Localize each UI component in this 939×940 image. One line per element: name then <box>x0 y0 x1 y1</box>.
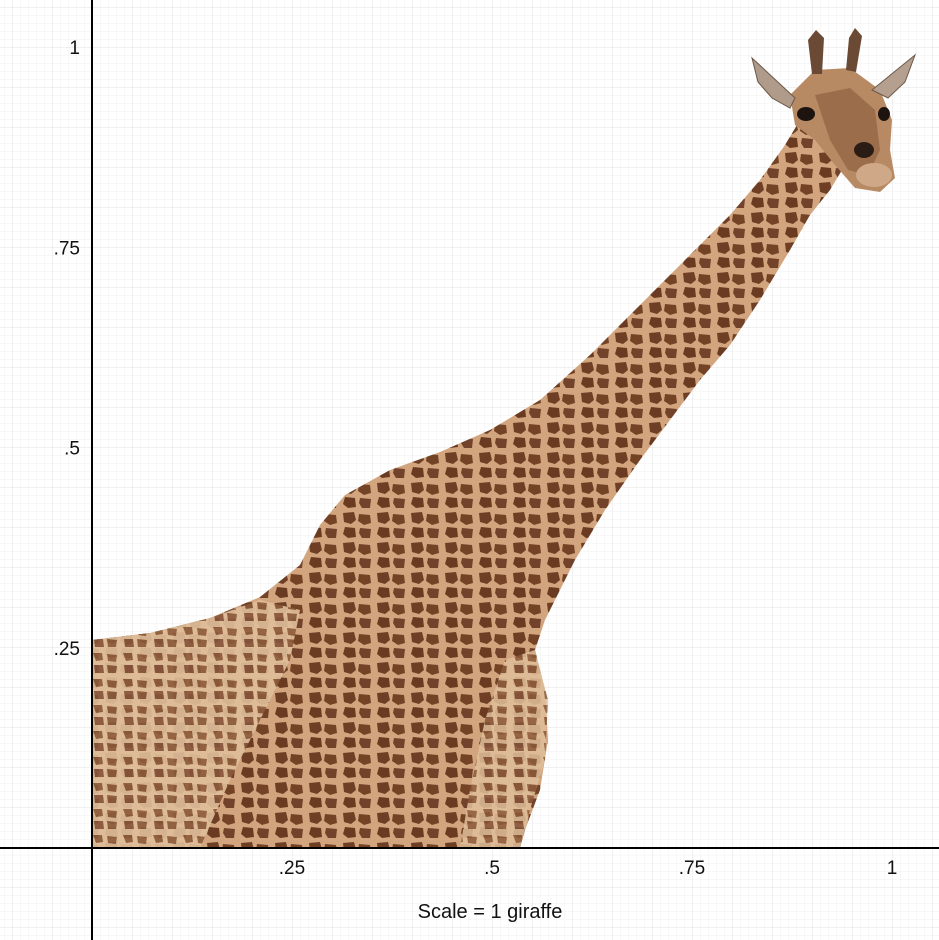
giraffe-ear-left <box>751 56 796 109</box>
giraffe-horn-left <box>808 30 824 74</box>
y-tick-labels: .25 .5 .75 1 <box>54 38 80 660</box>
x-tick-label: .5 <box>484 858 500 879</box>
x-tick-labels: .25 .5 .75 1 <box>279 858 898 879</box>
giraffe-eye-right <box>878 107 890 121</box>
giraffe-muzzle <box>856 163 892 187</box>
giraffe-ear-right <box>871 53 917 99</box>
y-tick-label: 1 <box>69 38 80 59</box>
x-tick-label: 1 <box>887 858 898 879</box>
giraffe-shoulder <box>92 600 300 848</box>
scale-caption: Scale = 1 giraffe <box>418 901 563 923</box>
giraffe-nose <box>854 142 874 158</box>
y-tick-label: .5 <box>64 439 80 460</box>
y-tick-label: .75 <box>54 238 80 259</box>
y-tick-label: .25 <box>54 639 80 660</box>
giraffe-horn-right <box>846 28 862 72</box>
giraffe-chest <box>460 650 548 848</box>
x-tick-label: .25 <box>279 858 305 879</box>
giraffe-eye-left <box>797 107 815 121</box>
x-tick-label: .75 <box>679 858 705 879</box>
giraffe-illustration <box>92 28 917 848</box>
